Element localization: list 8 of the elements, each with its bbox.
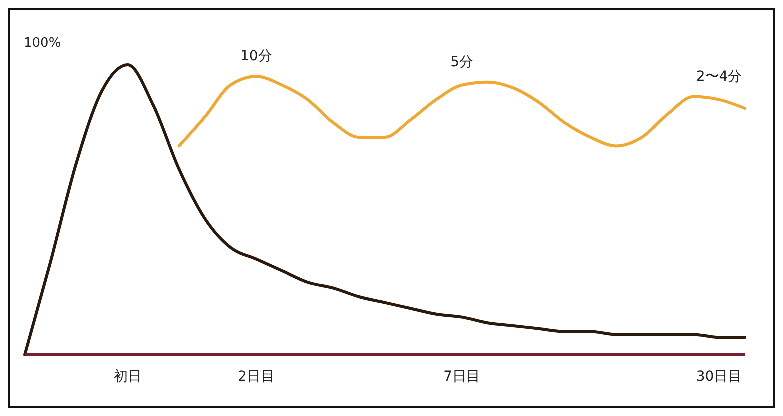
x-tick-label: 初日 — [114, 368, 142, 385]
x-tick-label: 30日目 — [696, 368, 742, 385]
annotation: 5分 — [450, 54, 474, 70]
annotation: 2〜4分 — [696, 68, 742, 85]
annotation: 10分 — [240, 48, 272, 65]
x-tick-label: 2日目 — [238, 368, 275, 385]
x-tick-label: 7日目 — [444, 368, 481, 385]
text: 100% — [24, 36, 62, 51]
